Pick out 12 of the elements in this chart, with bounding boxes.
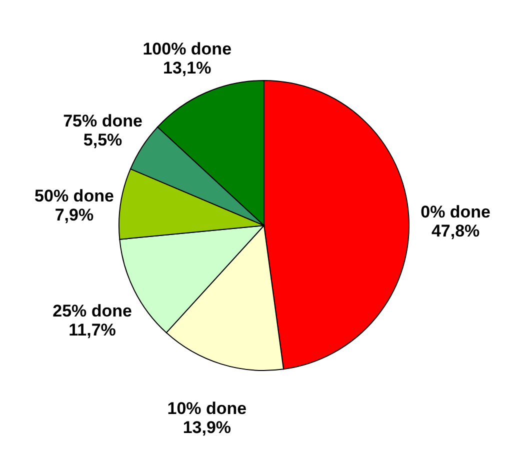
data-label: 11,7% <box>68 320 116 340</box>
data-label: 13,9% <box>182 418 232 437</box>
slice-label: 25% done <box>52 301 132 320</box>
data-label: 5,5% <box>83 130 122 150</box>
slice-label: 50% done <box>34 186 114 206</box>
data-label: 13,1% <box>163 58 212 78</box>
data-label: 7,9% <box>54 205 94 224</box>
slice-label: 100% done <box>142 40 232 59</box>
slice-label: 0% done <box>420 202 491 222</box>
slice-label: 75% done <box>63 111 142 130</box>
data-label: 47,8% <box>431 222 480 241</box>
slice-label: 10% done <box>167 398 247 418</box>
